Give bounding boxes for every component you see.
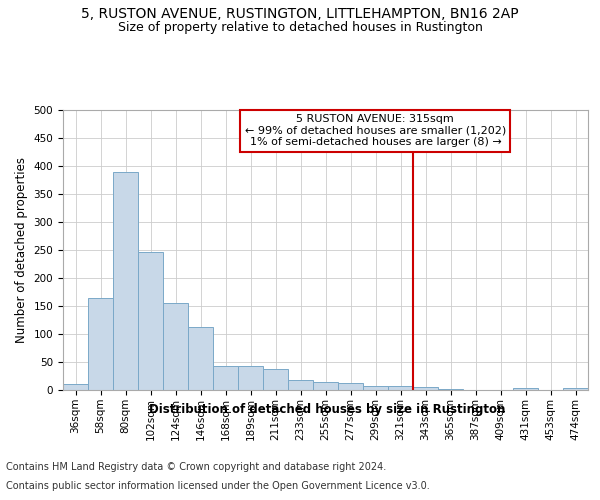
Bar	[213, 366, 238, 390]
Bar	[338, 382, 363, 390]
Bar	[363, 386, 388, 390]
Bar	[88, 298, 113, 390]
Bar	[563, 388, 588, 390]
Text: Size of property relative to detached houses in Rustington: Size of property relative to detached ho…	[118, 21, 482, 34]
Text: 5, RUSTON AVENUE, RUSTINGTON, LITTLEHAMPTON, BN16 2AP: 5, RUSTON AVENUE, RUSTINGTON, LITTLEHAMP…	[81, 8, 519, 22]
Bar	[263, 368, 288, 390]
Bar	[163, 303, 188, 390]
Bar	[413, 387, 438, 390]
Y-axis label: Number of detached properties: Number of detached properties	[15, 157, 28, 343]
Text: Contains public sector information licensed under the Open Government Licence v3: Contains public sector information licen…	[6, 481, 430, 491]
Bar	[238, 366, 263, 390]
Text: Contains HM Land Registry data © Crown copyright and database right 2024.: Contains HM Land Registry data © Crown c…	[6, 462, 386, 472]
Bar	[313, 382, 338, 390]
Text: Distribution of detached houses by size in Rustington: Distribution of detached houses by size …	[149, 402, 505, 415]
Bar	[63, 384, 88, 390]
Bar	[188, 326, 213, 390]
Bar	[438, 389, 463, 390]
Bar	[138, 252, 163, 390]
Bar	[388, 386, 413, 390]
Text: 5 RUSTON AVENUE: 315sqm
← 99% of detached houses are smaller (1,202)
1% of semi-: 5 RUSTON AVENUE: 315sqm ← 99% of detache…	[245, 114, 506, 148]
Bar	[288, 380, 313, 390]
Bar	[513, 388, 538, 390]
Bar	[113, 172, 138, 390]
